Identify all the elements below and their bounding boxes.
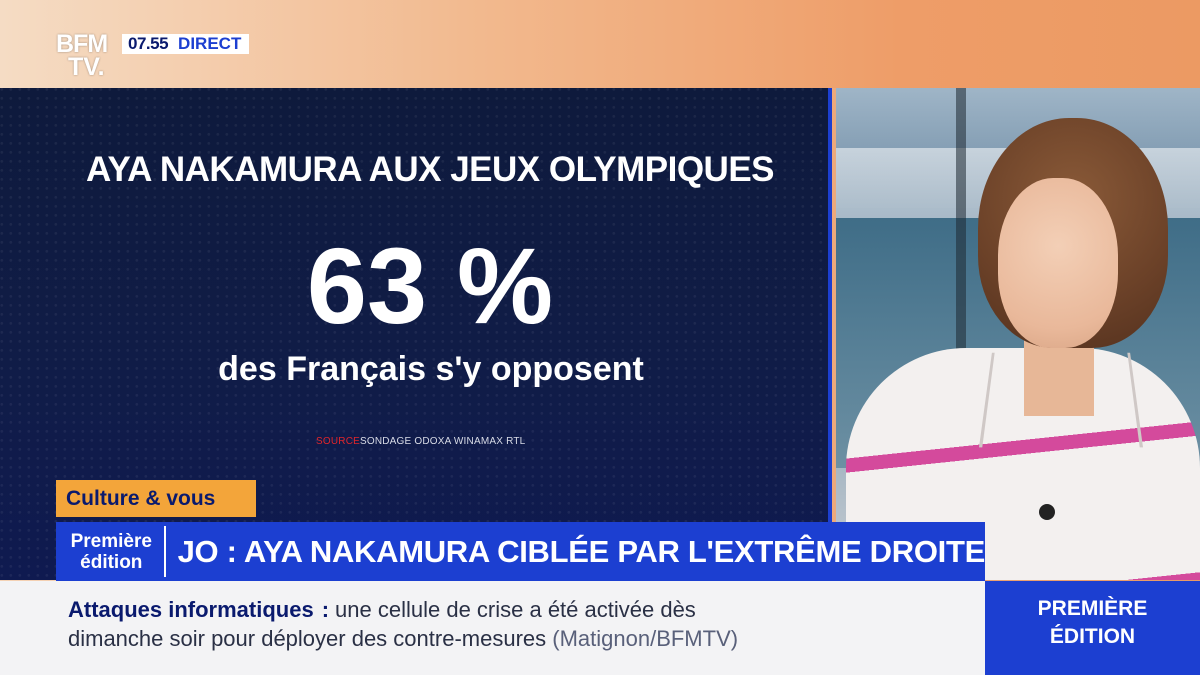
lapel-mic-icon <box>1039 504 1055 520</box>
ticker-topic: Attaques informatiques <box>68 597 314 622</box>
source-line: SOURCESONDAGE ODOXA WINAMAX RTL <box>316 436 525 447</box>
edition-line-2: édition <box>59 552 164 573</box>
source-label: SOURCE <box>316 436 360 447</box>
graphic-title: AYA NAKAMURA AUX JEUX OLYMPIQUES <box>0 150 832 190</box>
stat-caption: des Français s'y opposent <box>0 350 832 389</box>
source-text: SONDAGE ODOXA WINAMAX RTL <box>360 436 525 447</box>
edition-line-1: Première <box>59 531 164 552</box>
ticker-line-1: Attaques informatiques: une cellule de cr… <box>68 595 985 624</box>
presenter-collar <box>979 353 1143 448</box>
edition-badge: Première édition <box>59 526 166 577</box>
live-label: DIRECT <box>174 34 249 54</box>
presenter-face <box>998 178 1118 348</box>
clock-time: 07.55 <box>122 34 174 54</box>
bfmtv-logo: BFM TV. <box>56 33 114 83</box>
stat-value: 63 % <box>0 226 832 346</box>
ticker-line-2: dimanche soir pour déployer des contre-m… <box>68 624 985 653</box>
logo-line-2: TV. <box>56 56 114 79</box>
ticker-text-2: dimanche soir pour déployer des contre-m… <box>68 626 546 651</box>
presenter-video <box>836 88 1200 580</box>
ticker-credit: (Matignon/BFMTV) <box>552 626 738 651</box>
ticker-text-1: une cellule de crise a été activée dès <box>335 597 696 622</box>
headline: JO : AYA NAKAMURA CIBLÉE PAR L'EXTRÊME D… <box>166 534 985 570</box>
show-name-line-2: ÉDITION <box>985 623 1200 651</box>
segment-tag: Culture & vous <box>56 480 256 517</box>
headline-bar: Première édition JO : AYA NAKAMURA CIBLÉ… <box>56 522 985 581</box>
show-name-line-1: PREMIÈRE <box>985 595 1200 623</box>
show-name-box: PREMIÈRE ÉDITION <box>985 581 1200 675</box>
news-ticker: Attaques informatiques: une cellule de cr… <box>0 581 985 675</box>
live-time-badge: 07.55 DIRECT <box>122 34 249 54</box>
